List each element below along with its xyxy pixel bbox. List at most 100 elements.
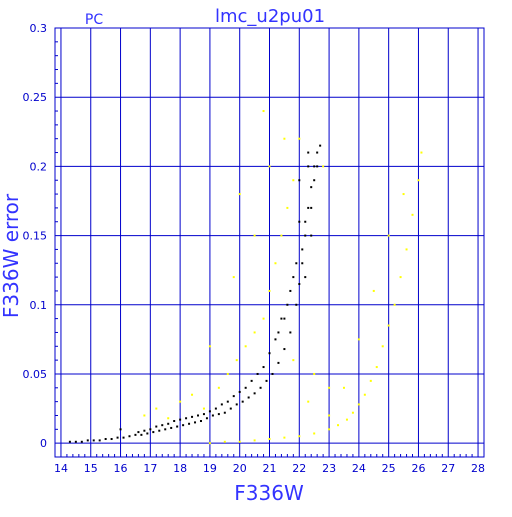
data-point-yellow [238,440,241,443]
data-point-black [268,352,271,355]
x-axis-label: F336W [234,481,304,505]
data-point-black [277,361,280,364]
data-point-yellow [253,331,256,334]
data-point-black [194,421,197,424]
data-point-black [313,165,316,168]
data-point-yellow [238,193,241,196]
data-point-yellow [351,411,354,414]
data-point-black [137,431,140,434]
data-point-black [226,400,229,403]
data-point-yellow [372,289,375,292]
data-point-yellow [405,248,408,251]
data-point-black [265,379,268,382]
data-point-yellow [402,193,405,196]
data-point-yellow [375,366,378,369]
data-point-yellow [298,435,301,438]
data-point-black [146,432,149,435]
data-point-black [143,429,146,432]
data-point-black [208,410,211,413]
data-point-black [319,144,322,147]
data-point-black [128,435,131,438]
data-point-black [241,400,244,403]
data-point-black [188,422,191,425]
x-tick-label: 23 [322,462,336,475]
data-point-black [229,407,232,410]
data-point-black [250,379,253,382]
data-point-yellow [393,303,396,306]
data-points [68,110,423,445]
data-point-yellow [179,400,182,403]
axis-ticks: 14 15 16 17 18 19 20 21 22 23 24 25 26 27 28 0 0.05 0.1 0.… [23,22,486,475]
data-point-yellow [387,324,390,327]
data-point-black [292,276,295,279]
x-tick-label: 14 [54,462,68,475]
data-point-black [164,428,167,431]
data-point-black [158,429,161,432]
y-axis-label: F336W error [0,193,23,318]
data-point-black [298,179,301,182]
data-point-black [286,303,289,306]
data-point-black [86,439,89,442]
data-point-black [274,338,277,341]
data-point-black [304,220,307,223]
data-point-black [280,317,283,320]
data-point-black [310,234,313,237]
data-point-yellow [202,407,205,410]
x-tick-label: 25 [382,462,396,475]
data-point-yellow [262,317,265,320]
data-point-black [140,433,143,436]
data-point-black [304,276,307,279]
data-point-black [238,390,241,393]
data-point-yellow [274,262,277,265]
data-point-black [104,438,107,441]
data-point-yellow [328,386,331,389]
data-point-black [176,425,179,428]
data-point-yellow [232,276,235,279]
data-point-black [310,206,313,209]
data-point-black [214,407,217,410]
data-point-black [256,372,259,375]
data-point-black [116,436,119,439]
data-point-black [149,428,152,431]
data-point-yellow [226,372,229,375]
data-point-black [283,348,286,351]
data-point-yellow [167,417,170,420]
data-point-black [191,415,194,418]
data-point-yellow [235,359,238,362]
data-point-yellow [337,424,340,427]
x-tick-label: 28 [471,462,485,475]
data-point-black [262,366,265,369]
data-point-yellow [357,338,360,341]
data-point-black [182,424,185,427]
data-point-black [179,418,182,421]
data-point-yellow [307,400,310,403]
data-point-black [316,165,319,168]
y-tick-label: 0.05 [23,368,48,381]
data-point-yellow [342,386,345,389]
data-point-black [68,440,71,443]
data-point-yellow [262,110,265,113]
data-point-black [289,289,292,292]
data-point-yellow [268,438,271,441]
x-tick-label: 27 [441,462,455,475]
data-point-yellow [345,418,348,421]
data-point-yellow [208,345,211,348]
data-point-yellow [363,393,366,396]
data-point-black [197,414,199,417]
data-point-yellow [298,137,301,140]
data-point-yellow [280,234,283,237]
x-tick-label: 17 [143,462,157,475]
data-point-yellow [253,234,256,237]
data-point-black [313,179,316,182]
data-point-yellow [292,359,295,362]
data-point-black [283,317,286,320]
plot-frame [54,27,485,458]
data-point-yellow [328,428,331,431]
data-point-yellow [292,179,295,182]
y-tick-label: 0.15 [23,230,48,243]
x-tick-label: 21 [263,462,277,475]
data-point-black [223,411,226,414]
data-point-yellow [357,403,360,406]
data-point-black [235,403,238,406]
